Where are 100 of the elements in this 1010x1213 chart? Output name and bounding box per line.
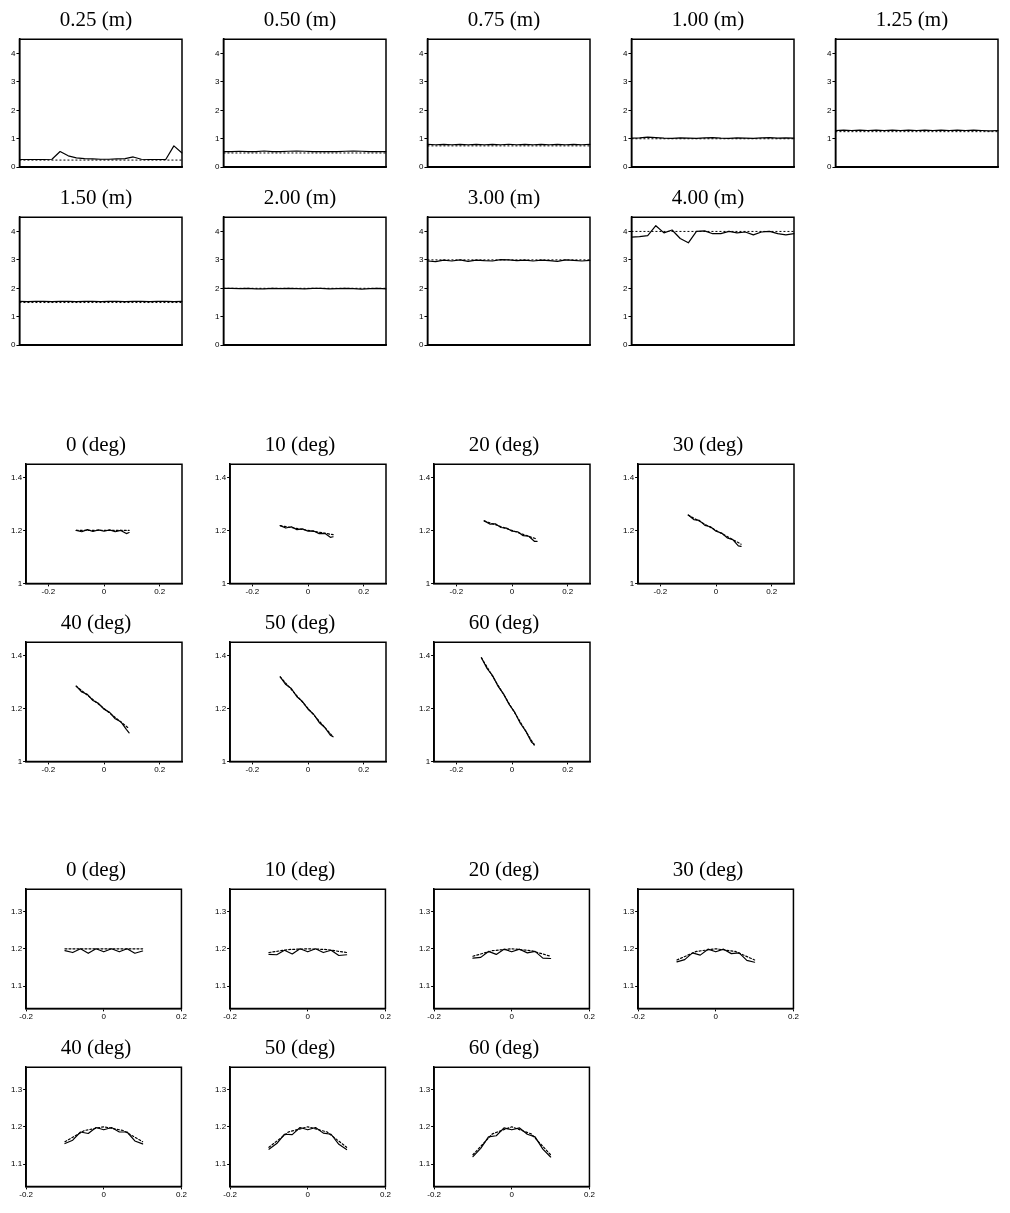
y-tick-label: 0 [215, 162, 220, 172]
y-tick-label: 3 [419, 255, 424, 265]
y-tick-label: 4 [11, 48, 16, 58]
chart-title: 1.50 (m) [59, 185, 133, 210]
chart-title: 1.00 (m) [671, 7, 745, 32]
x-tick-label: 0.2 [562, 765, 574, 775]
y-tick-label: 1.3 [11, 906, 23, 916]
x-tick-label: -0.2 [653, 587, 668, 597]
y-tick-label: 4 [827, 48, 832, 58]
x-tick-label: 0.2 [154, 587, 166, 597]
y-tick-label: 3 [215, 77, 220, 87]
x-tick-label: 0.2 [379, 1012, 392, 1022]
x-tick-label: 0.2 [787, 1012, 800, 1022]
y-tick-label: 2 [215, 283, 220, 293]
chart-title: 50 (deg) [264, 610, 336, 635]
y-tick-label: 1.2 [11, 944, 23, 953]
y-tick-label: 1.1 [11, 1159, 23, 1169]
y-tick-label: 1.1 [419, 1159, 431, 1169]
x-tick-label: 0 [101, 587, 107, 597]
y-tick-label: 0 [827, 162, 832, 172]
y-tick-label: 1.3 [623, 906, 635, 916]
chart-title: 10 (deg) [264, 857, 336, 882]
x-tick-label: -0.2 [427, 1190, 442, 1200]
y-tick-label: 1.3 [419, 906, 431, 916]
y-tick-label: 1.4 [215, 472, 227, 482]
y-tick-label: 1.3 [419, 1084, 431, 1094]
y-tick-label: 1.4 [419, 650, 431, 660]
y-tick-label: 1 [419, 133, 424, 143]
y-tick-label: 1 [623, 133, 628, 143]
y-tick-label: 4 [215, 48, 220, 58]
y-tick-label: 1 [425, 756, 431, 766]
chart-title: 50 (deg) [264, 1035, 336, 1060]
x-tick-label: -0.2 [449, 587, 464, 597]
chart-title: 0.25 (m) [59, 7, 133, 32]
y-tick-label: 2 [827, 105, 832, 115]
x-tick-label: -0.2 [449, 765, 464, 775]
x-tick-label: -0.2 [427, 1012, 442, 1022]
y-tick-label: 4 [419, 48, 424, 58]
x-tick-label: -0.2 [245, 765, 260, 775]
y-tick-label: 1.1 [419, 981, 431, 991]
y-tick-label: 1 [221, 578, 227, 588]
x-tick-label: 0.2 [766, 587, 778, 597]
chart-title: 0.50 (m) [263, 7, 337, 32]
y-tick-label: 1.2 [215, 703, 227, 713]
x-tick-label: -0.2 [223, 1012, 238, 1022]
y-tick-label: 0 [11, 162, 16, 172]
y-tick-label: 3 [623, 77, 628, 87]
chart-title: 0 (deg) [65, 432, 127, 457]
y-tick-label: 2 [419, 105, 424, 115]
y-tick-label: 2 [11, 283, 16, 293]
y-tick-label: 2 [419, 283, 424, 293]
y-tick-label: 1 [17, 756, 23, 766]
y-tick-label: 1 [419, 311, 424, 321]
y-tick-label: 1 [11, 133, 16, 143]
y-tick-label: 2 [11, 105, 16, 115]
y-tick-label: 1.2 [215, 525, 227, 535]
chart-title: 10 (deg) [264, 432, 336, 457]
x-tick-label: -0.2 [19, 1012, 34, 1022]
chart-title: 60 (deg) [468, 1035, 540, 1060]
chart-title: 60 (deg) [468, 610, 540, 635]
y-tick-label: 1.2 [215, 944, 227, 953]
x-tick-label: 0 [509, 587, 515, 597]
y-tick-label: 1.2 [11, 1122, 23, 1131]
chart-title: 40 (deg) [60, 610, 132, 635]
x-tick-label: 0 [713, 1012, 719, 1022]
y-tick-label: 1.1 [11, 981, 23, 991]
y-tick-label: 1.4 [419, 472, 431, 482]
y-tick-label: 1.4 [215, 650, 227, 660]
x-tick-label: 0.2 [358, 765, 370, 775]
chart-title: 2.00 (m) [263, 185, 337, 210]
x-tick-label: -0.2 [41, 765, 56, 775]
y-tick-label: 1 [827, 133, 832, 143]
y-tick-label: 1.4 [11, 650, 23, 660]
y-tick-label: 0 [11, 340, 16, 350]
x-tick-label: -0.2 [631, 1012, 646, 1022]
x-tick-label: 0 [509, 1012, 515, 1022]
x-tick-label: 0.2 [379, 1190, 392, 1200]
x-tick-label: -0.2 [223, 1190, 238, 1200]
x-tick-label: 0 [305, 1012, 311, 1022]
x-tick-label: 0 [305, 587, 311, 597]
chart-title: 0 (deg) [65, 857, 127, 882]
x-tick-label: 0.2 [583, 1012, 596, 1022]
x-tick-label: -0.2 [19, 1190, 34, 1200]
y-tick-label: 1.1 [215, 981, 227, 991]
y-tick-label: 1.3 [215, 1084, 227, 1094]
y-tick-label: 3 [215, 255, 220, 265]
y-tick-label: 1 [629, 578, 635, 588]
chart-title: 3.00 (m) [467, 185, 541, 210]
y-tick-label: 1 [215, 311, 220, 321]
y-tick-label: 1 [11, 311, 16, 321]
x-tick-label: -0.2 [245, 587, 260, 597]
y-tick-label: 1.2 [215, 1122, 227, 1131]
y-tick-label: 1.2 [419, 525, 431, 535]
x-tick-label: 0 [713, 587, 719, 597]
y-tick-label: 1.2 [623, 525, 635, 535]
x-tick-label: 0 [305, 1190, 311, 1200]
y-tick-label: 1.2 [11, 525, 23, 535]
y-tick-label: 0 [419, 162, 424, 172]
y-tick-label: 1 [623, 311, 628, 321]
y-tick-label: 3 [419, 77, 424, 87]
